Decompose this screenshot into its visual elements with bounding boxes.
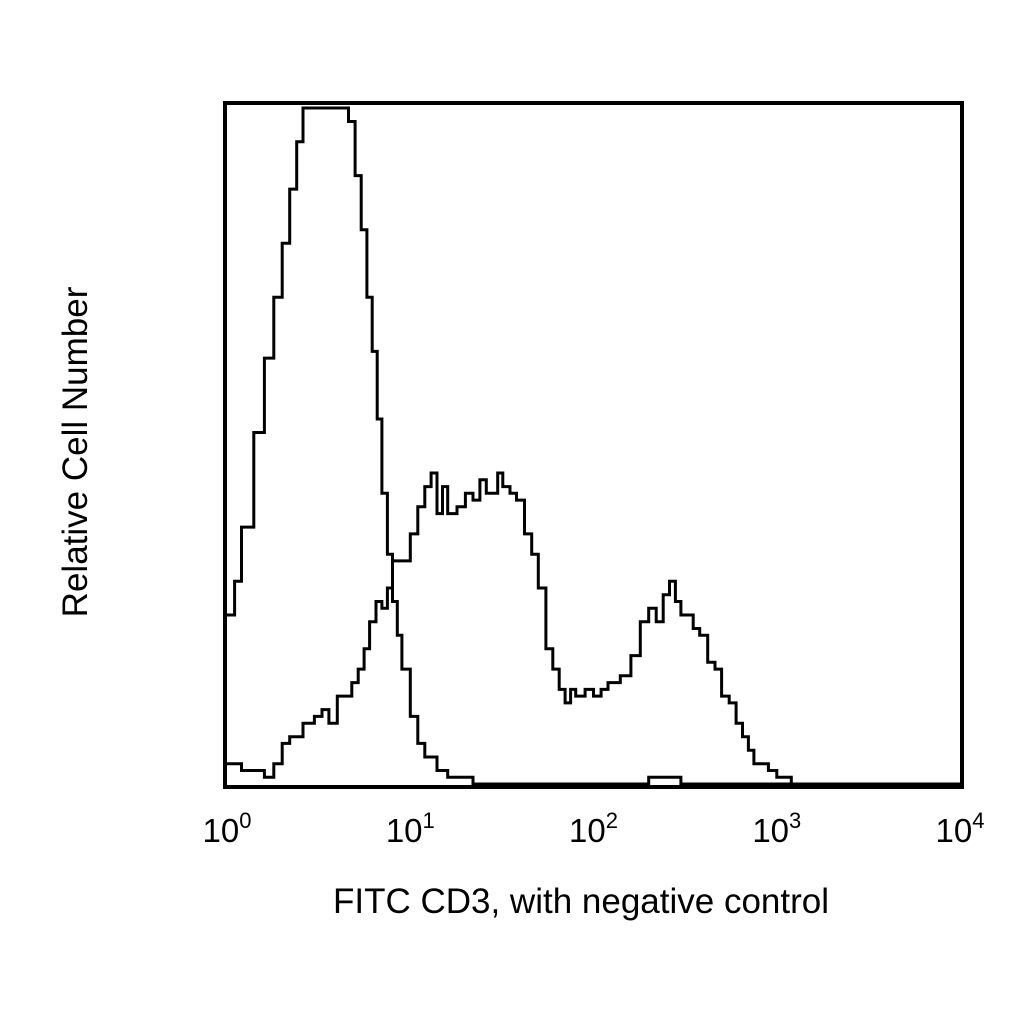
x-tick-labels: 100 101 102 103 104 bbox=[203, 808, 985, 849]
histogram-series-2 bbox=[227, 471, 960, 786]
plot-frame bbox=[223, 101, 964, 789]
x-axis-title: FITC CD3, with negative control bbox=[333, 882, 829, 921]
y-axis-title: Relative Cell Number bbox=[56, 286, 95, 617]
x-tick-label-3: 103 bbox=[752, 808, 801, 849]
x-tick-label-1: 101 bbox=[386, 808, 435, 849]
x-tick-label-2: 102 bbox=[569, 808, 618, 849]
histogram-series-1 bbox=[227, 106, 960, 786]
x-tick-label-4: 104 bbox=[936, 808, 985, 849]
x-tick-label-0: 100 bbox=[203, 808, 252, 849]
series-layer bbox=[227, 106, 960, 786]
